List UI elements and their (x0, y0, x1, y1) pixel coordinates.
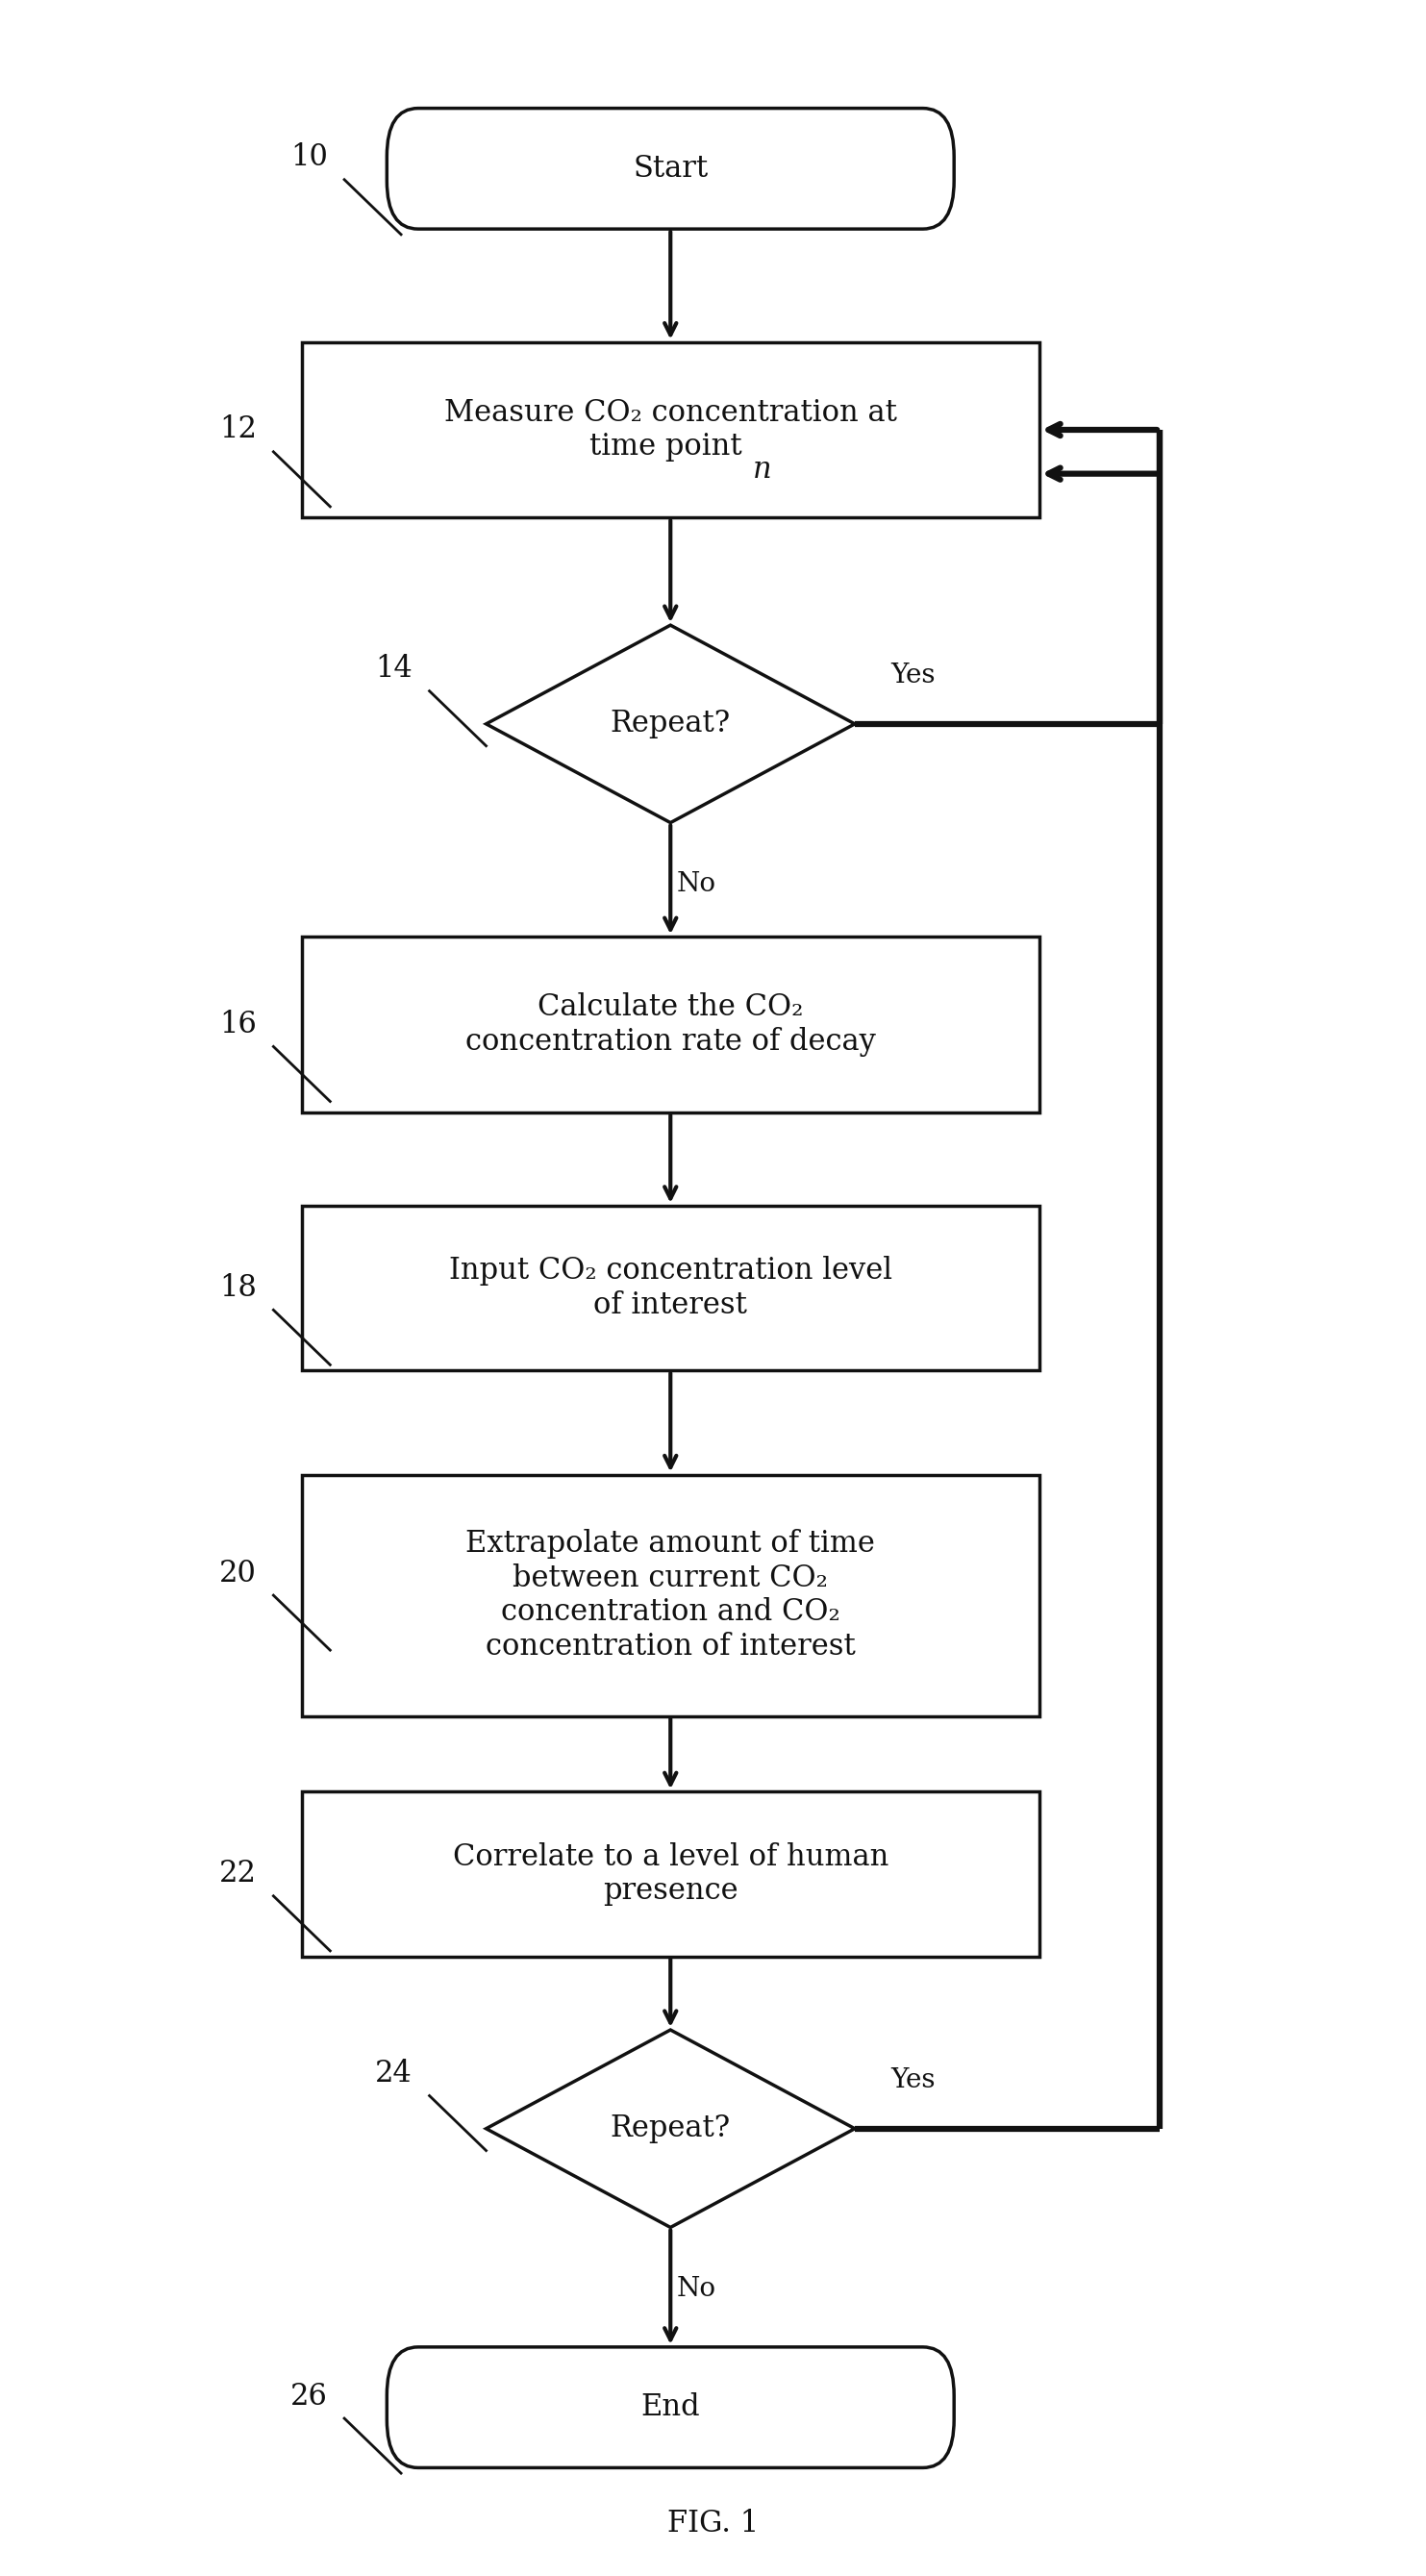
Text: No: No (676, 871, 716, 896)
Text: FIG. 1: FIG. 1 (667, 2509, 759, 2537)
Text: Start: Start (633, 155, 709, 183)
Text: 12: 12 (220, 415, 257, 446)
Text: No: No (676, 2275, 716, 2300)
FancyBboxPatch shape (386, 108, 954, 229)
Text: 24: 24 (375, 2058, 412, 2089)
Text: 20: 20 (220, 1558, 257, 1589)
Text: 14: 14 (375, 654, 412, 685)
Text: Measure CO₂ concentration at
time point: Measure CO₂ concentration at time point (443, 397, 897, 461)
Text: 10: 10 (289, 142, 328, 173)
Polygon shape (486, 2030, 854, 2228)
Bar (302, 1473, 1040, 1716)
Text: n: n (753, 453, 771, 484)
Text: Calculate the CO₂
concentration rate of decay: Calculate the CO₂ concentration rate of … (465, 992, 876, 1056)
Text: 16: 16 (220, 1010, 257, 1041)
Text: Repeat?: Repeat? (610, 2115, 730, 2143)
Text: Yes: Yes (890, 2069, 935, 2094)
Text: 26: 26 (289, 2380, 328, 2411)
Text: 22: 22 (220, 1860, 257, 1888)
FancyBboxPatch shape (386, 2347, 954, 2468)
Text: Input CO₂ concentration level
of interest: Input CO₂ concentration level of interes… (449, 1257, 893, 1319)
Text: 18: 18 (220, 1273, 257, 1303)
Text: End: End (640, 2393, 700, 2421)
Text: Repeat?: Repeat? (610, 708, 730, 739)
Text: Correlate to a level of human
presence: Correlate to a level of human presence (452, 1842, 888, 1906)
Bar (302, 1793, 1040, 1955)
Bar (302, 1206, 1040, 1370)
Polygon shape (486, 626, 854, 822)
Bar (302, 343, 1040, 518)
Bar (302, 938, 1040, 1113)
Text: Extrapolate amount of time
between current CO₂
concentration and CO₂
concentrati: Extrapolate amount of time between curre… (466, 1528, 876, 1662)
Text: Yes: Yes (890, 662, 935, 688)
